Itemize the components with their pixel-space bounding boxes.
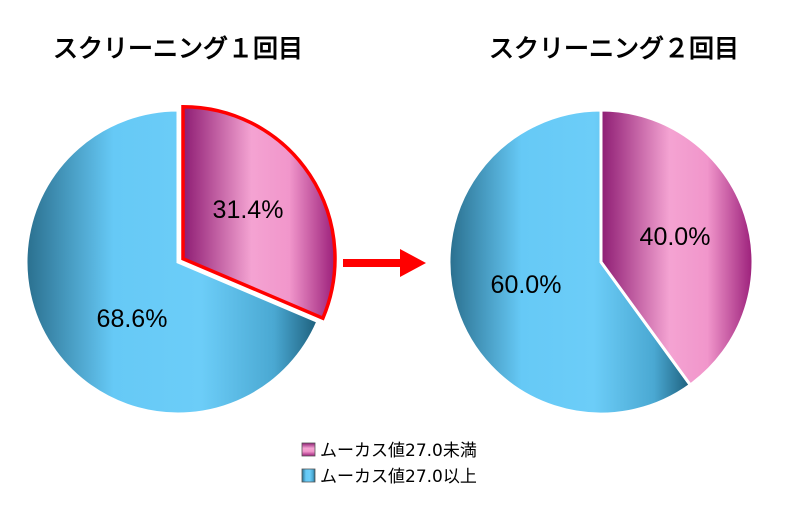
pie-1-slice-label-over: 68.6% bbox=[97, 305, 168, 333]
transition-arrow-icon bbox=[343, 249, 426, 277]
pie1-slice-over bbox=[24, 108, 320, 416]
pie-2 bbox=[447, 108, 755, 416]
pie-2-slice-label-under: 40.0% bbox=[640, 223, 711, 251]
pie-1-slice-label-under: 31.4% bbox=[213, 196, 284, 224]
pie-1 bbox=[24, 104, 337, 416]
legend-swatch-over bbox=[301, 468, 316, 483]
legend-label-over: ムーカス値27.0以上 bbox=[320, 467, 477, 487]
legend-swatch-under bbox=[301, 442, 316, 457]
pie-2-slice-label-over: 60.0% bbox=[491, 271, 562, 299]
pie2-slice-under bbox=[599, 108, 755, 388]
pie2-slice-over bbox=[447, 108, 693, 416]
legend-label-under: ムーカス値27.0未満 bbox=[320, 441, 477, 461]
pie-2-title: スクリーニング２回目 bbox=[489, 34, 739, 63]
pie1-slice-under bbox=[181, 104, 337, 321]
legend: ムーカス値27.0未満 ムーカス値27.0以上 bbox=[301, 441, 477, 487]
pie-1-title: スクリーニング１回目 bbox=[53, 34, 303, 63]
